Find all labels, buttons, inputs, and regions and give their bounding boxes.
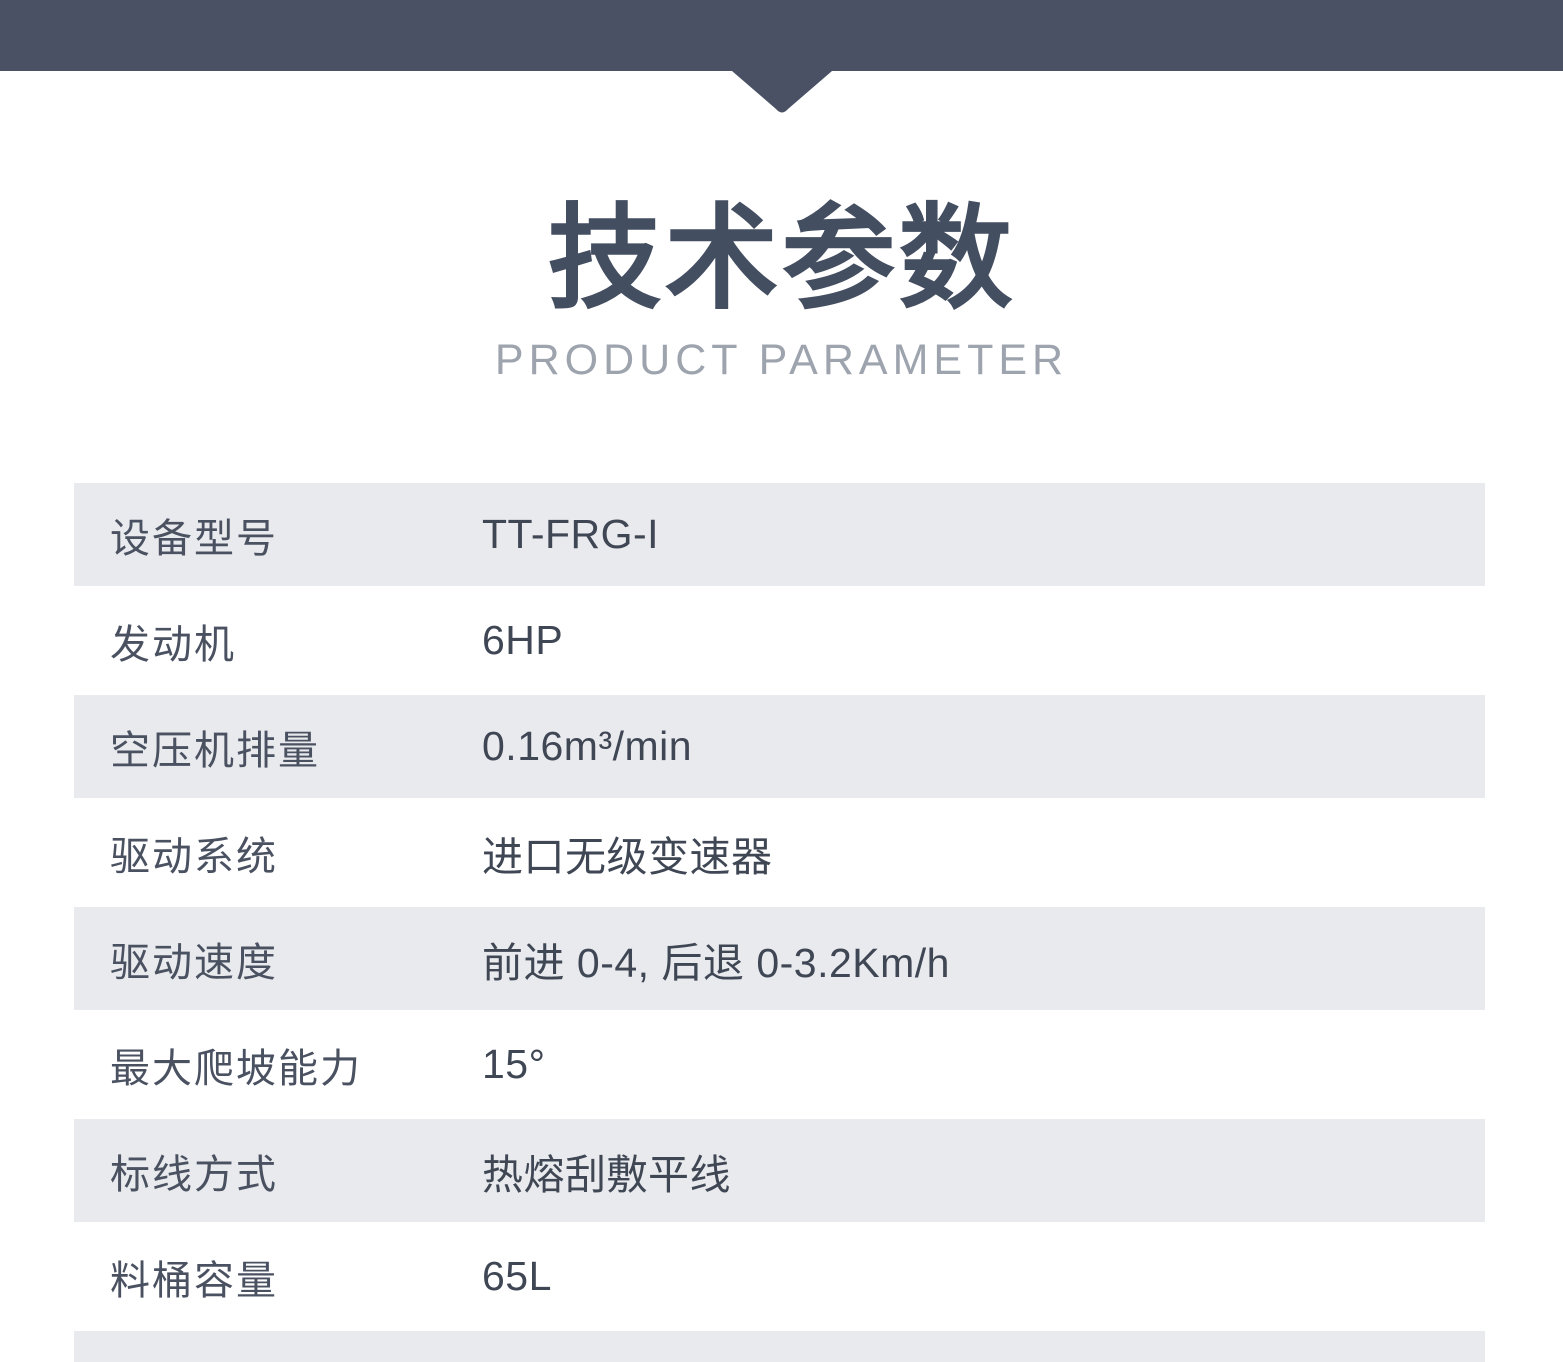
spec-label: 驱动系统 xyxy=(110,834,278,879)
section-subtitle: PRODUCT PARAMETER xyxy=(494,336,1069,384)
spec-value: 热熔刮敷平线 xyxy=(482,1151,731,1198)
table-row-partial xyxy=(74,1331,1485,1362)
header-bar xyxy=(0,0,1563,71)
spec-label: 设备型号 xyxy=(110,516,278,561)
table-row: 发动机 6HP xyxy=(74,586,1485,695)
spec-value: 65L xyxy=(482,1253,552,1299)
spec-label: 标线方式 xyxy=(110,1152,278,1197)
table-row: 最大爬坡能力 15° xyxy=(74,1010,1485,1119)
section-title: 技术参数 xyxy=(547,196,1016,323)
table-row: 驱动速度 前进 0-4, 后退 0-3.2Km/h xyxy=(74,907,1485,1010)
table-row: 设备型号 TT-FRG-I xyxy=(74,483,1485,586)
notch-triangle-icon xyxy=(731,71,832,113)
spec-label: 驱动速度 xyxy=(110,940,278,985)
spec-value: TT-FRG-I xyxy=(482,511,660,557)
table-row: 标线方式 热熔刮敷平线 xyxy=(74,1119,1485,1222)
spec-value: 前进 0-4, 后退 0-3.2Km/h xyxy=(482,939,950,986)
spec-value: 0.16m³/min xyxy=(482,723,693,769)
spec-table: 设备型号 TT-FRG-I 发动机 6HP 空压机排量 0.16m³/min 驱… xyxy=(74,483,1485,1362)
spec-value: 6HP xyxy=(482,617,564,663)
table-row: 驱动系统 进口无级变速器 xyxy=(74,798,1485,907)
table-row: 料桶容量 65L xyxy=(74,1222,1485,1331)
spec-label: 最大爬坡能力 xyxy=(110,1046,362,1091)
spec-label: 空压机排量 xyxy=(110,728,320,773)
table-row: 空压机排量 0.16m³/min xyxy=(74,695,1485,798)
spec-label: 料桶容量 xyxy=(110,1258,278,1303)
spec-value: 15° xyxy=(482,1041,546,1087)
spec-value: 进口无级变速器 xyxy=(482,833,773,880)
spec-label: 发动机 xyxy=(110,622,236,667)
